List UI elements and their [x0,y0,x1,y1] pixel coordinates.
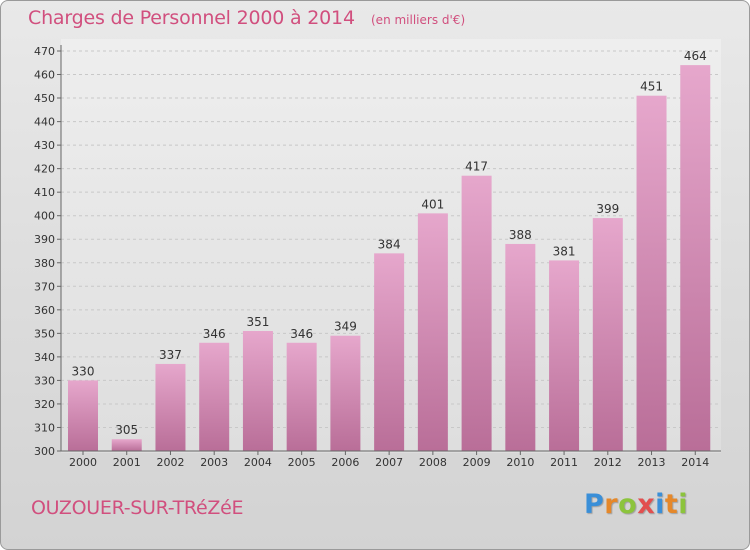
x-tick-label-2008: 2008 [419,456,447,469]
value-label-2008: 401 [421,197,444,211]
chart-title: Charges de Personnel 2000 à 2014 [28,7,355,29]
y-tick-label: 450 [34,92,55,105]
bar-2002 [155,363,186,451]
x-tick-label-2006: 2006 [331,456,359,469]
commune-name: OUZOUER-SUR-TRéZéE [31,497,244,519]
y-tick-label: 420 [34,163,55,176]
bar-2004 [242,331,273,451]
y-tick-label: 380 [34,257,55,270]
x-tick-label-2001: 2001 [113,456,141,469]
x-tick-label-2000: 2000 [69,456,97,469]
y-tick-label: 460 [34,69,55,82]
bar-2014 [680,65,711,451]
logo-letter: x [637,489,656,520]
value-label-2001: 305 [115,423,138,437]
x-tick-label-2013: 2013 [638,456,666,469]
value-label-2013: 451 [640,80,663,94]
logo-letter: P [584,489,605,520]
value-label-2000: 330 [72,364,95,378]
bar-2012 [592,218,623,451]
axes: 300 310 320 330 340 350 360 370 380 390 400 410 420 4… [34,45,721,469]
y-tick-label: 320 [34,398,55,411]
logo-letter: r [604,489,619,520]
y-tick-label: 370 [34,280,55,293]
x-tick-label-2014: 2014 [681,456,709,469]
bar-2009 [461,175,492,452]
chart-subtitle: (en milliers d'€) [371,13,466,27]
value-label-2014: 464 [684,49,707,63]
x-tick-label-2012: 2012 [594,456,622,469]
value-label-2002: 337 [159,348,182,362]
bar-2008 [417,213,448,451]
logo-letter: i [655,489,665,520]
bars [68,65,711,452]
y-tick-label: 390 [34,233,55,246]
x-tick-label-2010: 2010 [506,456,534,469]
logo-letter: i [678,489,689,520]
bar-2007 [374,253,405,451]
bar-2006 [330,335,361,451]
x-tick-label-2003: 2003 [200,456,228,469]
y-tick-label: 400 [34,210,55,223]
value-label-2012: 399 [596,202,619,216]
value-label-2005: 346 [290,327,313,341]
bar-2013 [636,95,667,452]
y-tick-label: 430 [34,139,55,152]
value-label-2006: 349 [334,320,357,334]
value-label-2004: 351 [246,315,269,329]
y-tick-label: 340 [34,351,55,364]
bar-2010 [505,243,536,451]
x-tick-label-2002: 2002 [156,456,184,469]
y-tick-label: 350 [34,327,55,340]
y-tick-label: 360 [34,304,55,317]
value-label-2011: 381 [553,244,576,258]
bar-2011 [549,260,580,451]
logo-letter: o [618,489,638,520]
x-tick-label-2011: 2011 [550,456,578,469]
bar-2001 [111,439,142,451]
value-labels: 330 305 337 346 351 346 349 384 401 417 388 381 399 4… [72,49,707,437]
bar-2003 [199,342,230,451]
x-tick-label-2004: 2004 [244,456,272,469]
bar-2005 [286,342,317,451]
value-label-2010: 388 [509,228,532,242]
bar-2000 [68,380,98,451]
x-tick-label-2009: 2009 [463,456,491,469]
y-tick-label: 470 [34,45,55,58]
value-label-2003: 346 [203,327,226,341]
y-tick-label: 440 [34,116,55,129]
logo-letter: t [664,489,679,520]
value-label-2009: 417 [465,160,488,174]
x-tick-label-2005: 2005 [288,456,316,469]
value-label-2007: 384 [378,237,401,251]
y-tick-label: 330 [34,374,55,387]
y-tick-label: 300 [34,445,55,458]
proxiti-logo: Proxiti [584,489,688,520]
x-tick-label-2007: 2007 [375,456,403,469]
y-tick-label: 310 [34,421,55,434]
y-tick-label: 410 [34,186,55,199]
